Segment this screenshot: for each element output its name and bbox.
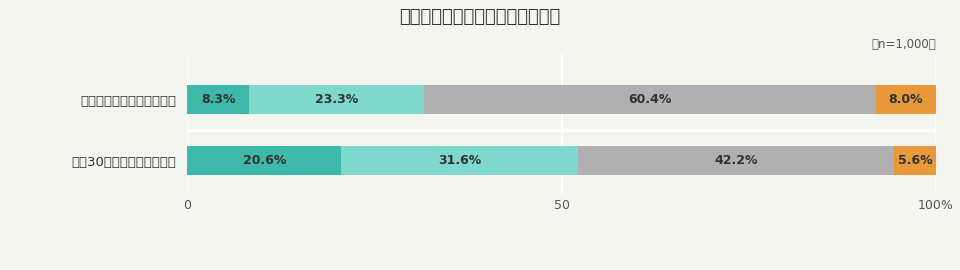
Text: 20.6%: 20.6%: [243, 154, 286, 167]
Text: （n=1,000）: （n=1,000）: [872, 38, 936, 51]
Bar: [423, 85, 876, 114]
Text: 60.4%: 60.4%: [628, 93, 672, 106]
Bar: [187, 85, 250, 114]
Bar: [578, 146, 894, 176]
Text: 5.6%: 5.6%: [898, 154, 932, 167]
Bar: [342, 146, 578, 176]
Text: 8.3%: 8.3%: [201, 93, 235, 106]
Text: 42.2%: 42.2%: [714, 154, 757, 167]
Bar: [876, 85, 936, 114]
Text: 8.0%: 8.0%: [889, 93, 924, 106]
Bar: [250, 85, 423, 114]
Bar: [187, 146, 342, 176]
Text: 23.3%: 23.3%: [315, 93, 358, 106]
Bar: [894, 146, 936, 176]
Text: 新卒入社時の出世に対する考え方: 新卒入社時の出世に対する考え方: [399, 8, 561, 26]
Text: 31.6%: 31.6%: [438, 154, 481, 167]
